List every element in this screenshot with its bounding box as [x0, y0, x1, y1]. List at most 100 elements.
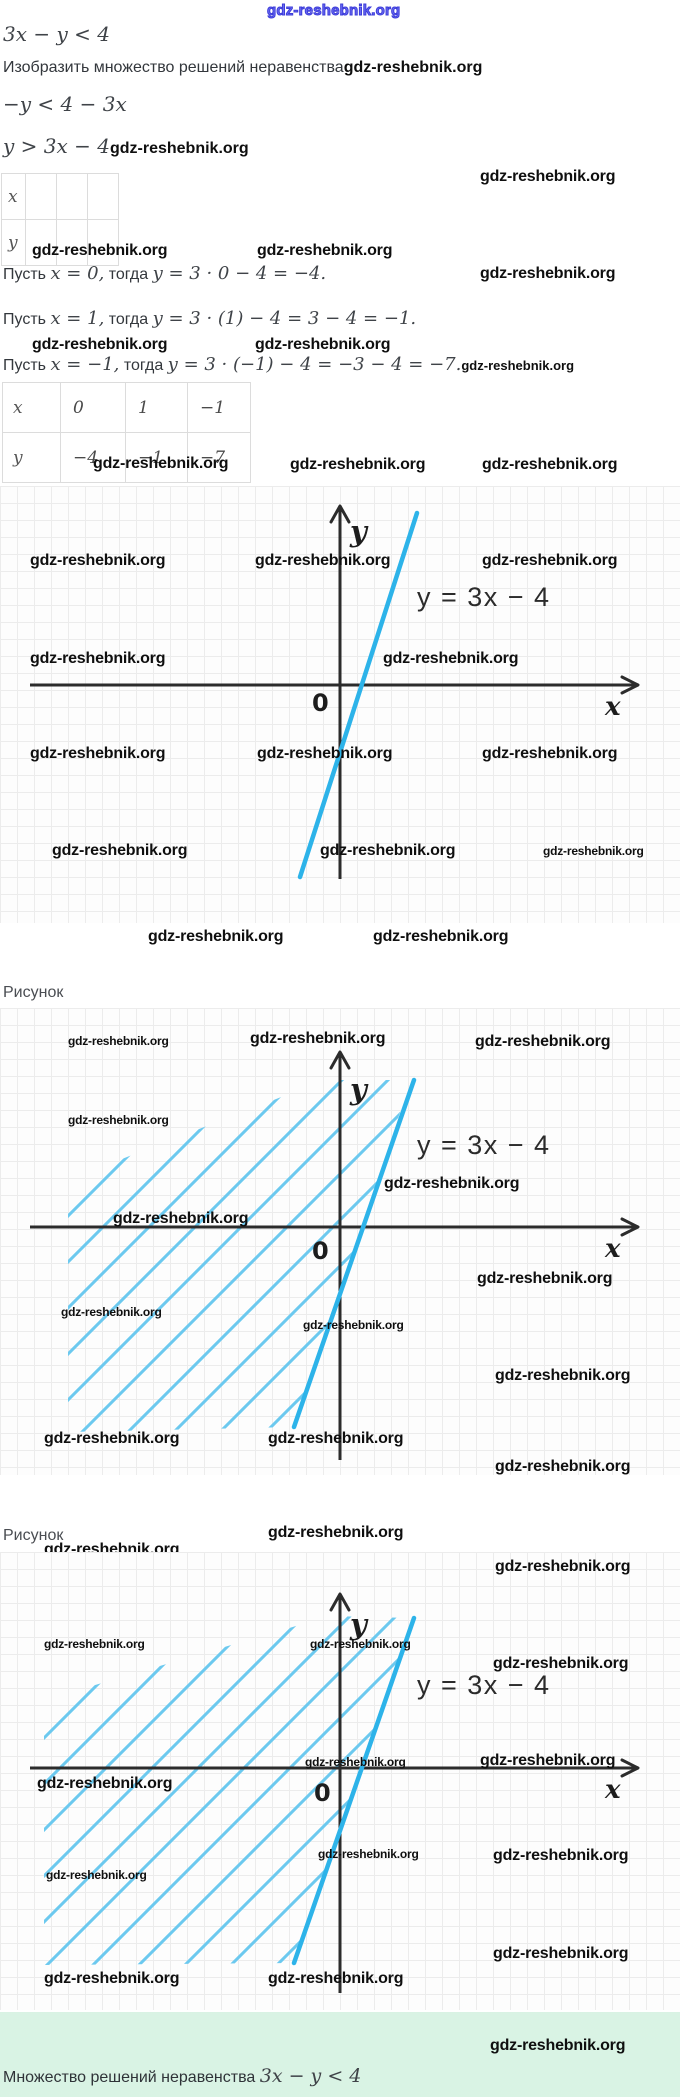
x-value-2: −1 [187, 382, 251, 433]
y-axis-label: y [350, 1072, 367, 1106]
figure-caption-2: Рисунок [3, 1527, 64, 1544]
watermark: gdz-reshebnik.org [68, 1113, 169, 1127]
watermark: gdz-reshebnik.org [109, 140, 249, 157]
watermark: gdz-reshebnik.org [30, 650, 166, 667]
watermark: gdz-reshebnik.org [268, 1430, 404, 1447]
watermark: gdz-reshebnik.org [490, 2037, 626, 2054]
origin-label: 0 [314, 1779, 331, 1807]
watermark: gdz-reshebnik.org [373, 928, 509, 945]
y-axis-label: y [350, 1607, 367, 1641]
y-value-0: −4 [60, 432, 126, 483]
x-axis-arrow-icon [620, 675, 640, 695]
watermark: gdz-reshebnik.org [44, 1430, 180, 1447]
watermark: gdz-reshebnik.org [268, 1970, 404, 1987]
watermark: gdz-reshebnik.org [44, 1637, 145, 1651]
watermark: gdz-reshebnik.org [61, 1305, 162, 1319]
watermark: gdz-reshebnik.org [30, 745, 166, 762]
watermark: gdz-reshebnik.org [477, 1270, 613, 1287]
y-axis-arrow-icon [329, 504, 351, 524]
x-axis-arrow-icon [620, 1758, 640, 1778]
y-value-1: −1 [125, 432, 188, 483]
function-line [291, 1077, 417, 1430]
equation-label: y = 3x − 4 [417, 1670, 551, 1700]
watermark: gdz-reshebnik.org [480, 265, 616, 282]
watermark-top: gdz-reshebnik.org [266, 2, 401, 20]
x-value-0: 0 [60, 382, 126, 433]
watermark: gdz-reshebnik.org [268, 1524, 404, 1541]
table-row-label-y: y [1, 219, 26, 266]
watermark: gdz-reshebnik.org [255, 336, 391, 353]
watermark: gdz-reshebnik.org [113, 1210, 249, 1227]
table-row-y: y −4 −1 −7 [2, 432, 251, 483]
table-row-label-x: x [1, 173, 26, 220]
watermark: gdz-reshebnik.org [320, 842, 456, 859]
watermark: gdz-reshebnik.org [30, 552, 166, 569]
filled-value-table: x 0 1 −1 y −4 −1 −7 [2, 382, 251, 483]
x-axis-label: x [605, 1775, 621, 1805]
watermark: gdz-reshebnik.org [68, 1034, 169, 1048]
watermark: gdz-reshebnik.org [493, 1655, 629, 1672]
inequality-final-line: y > 3x − 4gdz-reshebnik.org [3, 134, 249, 158]
origin-label: 0 [312, 689, 329, 717]
watermark: gdz-reshebnik.org [480, 168, 616, 185]
solution-hatch-region [68, 1080, 411, 1432]
watermark: gdz-reshebnik.org [493, 1945, 629, 1962]
watermark: gdz-reshebnik.org [32, 242, 168, 259]
x-axis-label: x [605, 1234, 621, 1264]
inequality-step1: −y < 4 − 3x [3, 92, 127, 116]
solution-hatch-region [44, 1616, 412, 1965]
answer-footer: gdz-reshebnik.org Множество решений нера… [0, 2012, 680, 2097]
inequality-original: 3x − y < 4 [3, 22, 110, 46]
watermark: gdz-reshebnik.org [310, 1637, 411, 1651]
watermark: gdz-reshebnik.org [255, 552, 391, 569]
answer-text: Множество решений неравенства [3, 2069, 260, 2086]
watermark: gdz-reshebnik.org [257, 745, 393, 762]
graph-line-plain: y y = 3x − 4 0 x gdz-reshebnik.org gdz-r… [0, 486, 680, 923]
watermark: gdz-reshebnik.org [543, 844, 644, 858]
watermark: gdz-reshebnik.org [495, 1367, 631, 1384]
equation-label: y = 3x − 4 [417, 1130, 551, 1160]
y-value-2: −7 [187, 432, 251, 483]
watermark: gdz-reshebnik.org [383, 650, 519, 667]
x-axis-arrow-icon [620, 1217, 640, 1237]
watermark: gdz-reshebnik.org [257, 242, 393, 259]
function-line [297, 510, 420, 880]
watermark: gdz-reshebnik.org [32, 336, 168, 353]
step-line-3: Пусть x = −1, тогда y = 3 · (−1) − 4 = −… [3, 354, 575, 375]
origin-label: 0 [312, 1237, 329, 1265]
watermark: gdz-reshebnik.org [37, 1775, 173, 1792]
y-axis-label: y [350, 514, 367, 548]
answer-line: Множество решений неравенства 3x − y < 4 [3, 2065, 361, 2087]
watermark: gdz-reshebnik.org [480, 1752, 616, 1769]
graph-3-canvas [30, 1592, 640, 1993]
watermark: gdz-reshebnik.org [290, 456, 426, 473]
watermark: gdz-reshebnik.org [343, 59, 483, 76]
step-line-1: Пусть x = 0, тогда y = 3 · 0 − 4 = −4. [3, 263, 327, 284]
y-axis-arrow-icon [329, 1050, 351, 1070]
task-line: Изобразить множество решений неравенства… [3, 59, 482, 77]
graph-2-canvas [30, 1050, 640, 1460]
function-line [291, 1615, 417, 1966]
watermark: gdz-reshebnik.org [384, 1175, 520, 1192]
graph-line-hatched-2: y y = 3x − 4 0 x gdz-reshebnik.org gdz-r… [0, 1552, 680, 2010]
watermark: gdz-reshebnik.org [303, 1318, 404, 1332]
watermark: gdz-reshebnik.org [495, 1458, 631, 1475]
watermark: gdz-reshebnik.org [482, 456, 618, 473]
watermark: gdz-reshebnik.org [482, 745, 618, 762]
watermark: gdz-reshebnik.org [493, 1847, 629, 1864]
answer-math: 3x − y < 4 [259, 2065, 362, 2087]
y-axis-arrow-icon [329, 1592, 351, 1612]
inequality-final: y > 3x − 4 [3, 134, 110, 158]
watermark: gdz-reshebnik.org [461, 358, 575, 373]
watermark: gdz-reshebnik.org [475, 1033, 611, 1050]
watermark: gdz-reshebnik.org [46, 1868, 147, 1882]
figure-caption-1: Рисунок [3, 984, 64, 1001]
empty-value-table: x y [1, 173, 119, 266]
table-row-x: x 0 1 −1 [2, 382, 251, 433]
watermark: gdz-reshebnik.org [305, 1755, 406, 1769]
watermark: gdz-reshebnik.org [482, 552, 618, 569]
watermark: gdz-reshebnik.org [148, 928, 284, 945]
watermark: gdz-reshebnik.org [495, 1558, 631, 1575]
watermark: gdz-reshebnik.org [250, 1030, 386, 1047]
